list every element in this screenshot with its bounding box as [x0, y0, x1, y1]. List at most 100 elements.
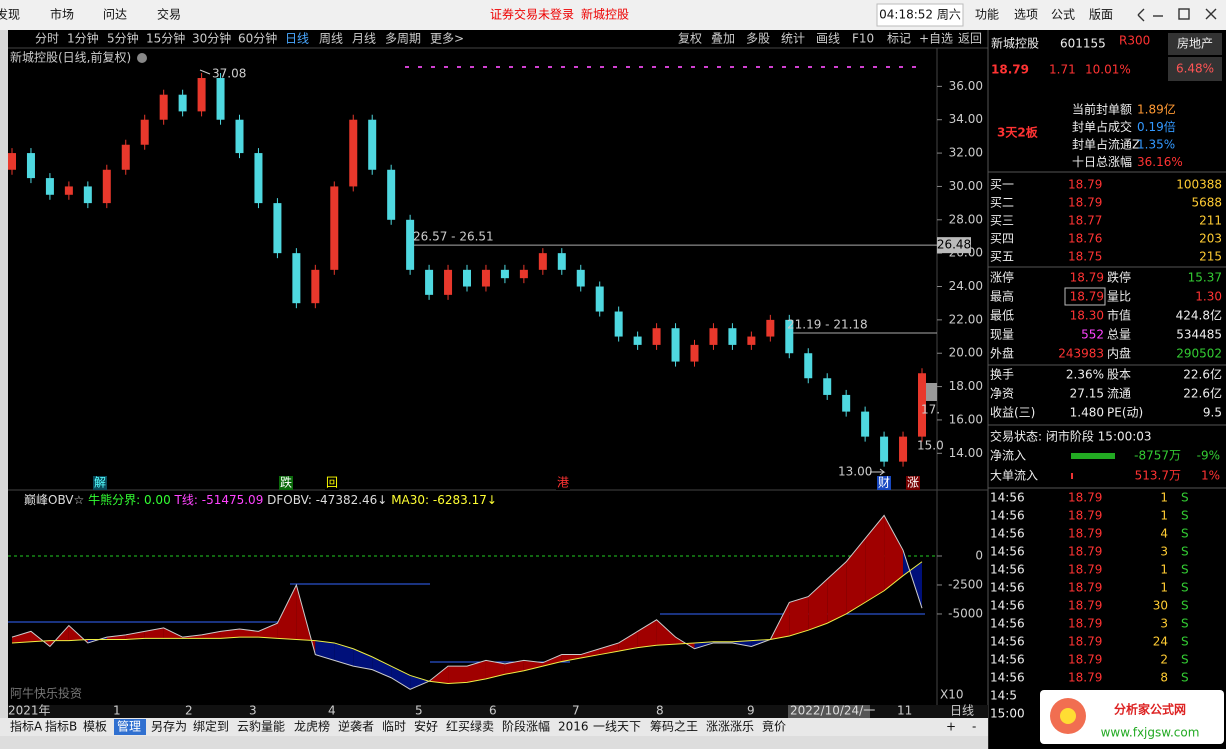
- candle: [918, 373, 926, 437]
- menu-item[interactable]: 市场: [50, 7, 74, 22]
- indicator-tab[interactable]: 龙虎榜: [294, 719, 330, 734]
- signal-dot: [522, 66, 526, 68]
- signal-dot: [743, 66, 747, 68]
- trade-volume: 24: [1153, 635, 1168, 649]
- period-tab[interactable]: 分时: [35, 32, 59, 46]
- menu-item[interactable]: 公式: [1051, 8, 1075, 22]
- indicator-tab[interactable]: 指标B: [45, 719, 77, 734]
- high-box: [1064, 287, 1106, 306]
- tool-button[interactable]: 画线: [816, 32, 840, 46]
- indicator-tab[interactable]: 竟价: [762, 720, 786, 734]
- menu-item[interactable]: 功能: [975, 8, 999, 22]
- period-tab[interactable]: 60分钟: [238, 31, 277, 46]
- x-tick-label: 6: [489, 704, 497, 718]
- signal-dot: [548, 66, 552, 68]
- menu-bar: [0, 0, 1226, 30]
- indicator-tab[interactable]: 指标A: [10, 719, 43, 734]
- sector-box[interactable]: [1168, 33, 1222, 55]
- period-tab[interactable]: 15分钟: [146, 31, 185, 46]
- indicator-tab[interactable]: 临时: [382, 720, 406, 734]
- stat-label: 流通: [1107, 387, 1131, 401]
- period-tab[interactable]: 1分钟: [67, 31, 99, 46]
- indicator-tab[interactable]: 红买绿卖: [446, 719, 494, 734]
- stat-label: 换手: [990, 368, 1014, 382]
- obv-fill: [372, 656, 392, 678]
- indicator-tab[interactable]: 管理: [117, 719, 141, 734]
- tool-button[interactable]: +自选: [919, 32, 953, 46]
- trade-price: 18.79: [1068, 509, 1102, 523]
- indicator-tab[interactable]: 另存为: [151, 720, 187, 734]
- period-tab[interactable]: 更多>: [430, 32, 464, 46]
- obv-fill: [618, 631, 638, 652]
- tool-button[interactable]: F10: [852, 32, 874, 46]
- indicator-tab[interactable]: 绑定到: [193, 719, 229, 734]
- y-tick-label: 0: [975, 548, 983, 562]
- tool-button[interactable]: 标记: [887, 32, 911, 46]
- window-controls: [1137, 8, 1217, 22]
- candle: [576, 269, 585, 287]
- indicator-tab[interactable]: 2016: [558, 720, 589, 734]
- period-tab[interactable]: 5分钟: [107, 31, 139, 46]
- indicator-tab[interactable]: 云豹量能: [237, 719, 285, 734]
- tool-button[interactable]: 复权: [678, 32, 702, 46]
- tool-button[interactable]: 多股: [746, 32, 770, 46]
- back-button[interactable]: [1137, 8, 1145, 22]
- login-notice: 证券交易未登录: [490, 7, 574, 22]
- menu-item[interactable]: 交易: [157, 7, 181, 22]
- y-tick-label: 34.00: [949, 112, 983, 126]
- signal-dot: [626, 66, 630, 68]
- indicator-tab[interactable]: 一线天下: [593, 720, 641, 734]
- signal-dot: [652, 66, 656, 68]
- settings-icon[interactable]: [137, 53, 147, 63]
- candle: [463, 269, 471, 287]
- menu-item[interactable]: 版面: [1089, 8, 1113, 22]
- tool-button[interactable]: 统计: [781, 32, 805, 46]
- book-label: 买四: [990, 232, 1014, 246]
- obv-fill: [258, 623, 278, 639]
- trade-price: 18.79: [1068, 545, 1102, 559]
- candle: [614, 311, 623, 337]
- period-tab[interactable]: 月线: [352, 32, 376, 46]
- indicator-tab[interactable]: 筹码之王: [650, 720, 698, 734]
- signal-dot: [483, 66, 487, 68]
- close-button[interactable]: [1205, 8, 1217, 20]
- obv-legend: 巅峰OBV☆ 牛熊分界: 0.00 T线: -51475.09 DFOBV: -…: [24, 492, 497, 507]
- signal-marker-bg: [877, 476, 891, 490]
- period-tab[interactable]: 日线: [285, 32, 309, 46]
- signal-dot: [912, 66, 916, 68]
- stat-value: 27.15: [1070, 387, 1104, 401]
- book-label: 买三: [990, 214, 1014, 228]
- seal-label: 当前封单额: [1072, 102, 1132, 117]
- indicator-tab[interactable]: 安好: [414, 719, 438, 734]
- trade-status: 交易状态: 闭市阶段 15:00:03: [990, 429, 1152, 444]
- signal-dot: [769, 66, 773, 68]
- candle: [387, 169, 396, 220]
- y-tick-label: 20.00: [949, 346, 983, 360]
- trade-side: S: [1181, 581, 1189, 595]
- menu-item[interactable]: 问达: [103, 8, 127, 22]
- indicator-tab[interactable]: 模板: [83, 720, 107, 734]
- period-tab[interactable]: 周线: [319, 32, 343, 46]
- tool-button[interactable]: 返回: [958, 32, 982, 46]
- stat-label: 现量: [990, 328, 1014, 342]
- logo-bg: [1040, 690, 1224, 744]
- zoom-button[interactable]: +: [946, 720, 956, 734]
- indicator-tab[interactable]: 逆袭者: [338, 719, 374, 734]
- obv-fill: [580, 648, 600, 659]
- candle: [311, 269, 320, 304]
- seal-value: 0.19倍: [1137, 119, 1176, 134]
- maximize-button[interactable]: [1178, 8, 1190, 20]
- stat-label: 股本: [1107, 368, 1131, 382]
- signal-marker: 解: [94, 476, 106, 490]
- tool-button[interactable]: 叠加: [711, 32, 735, 46]
- book-price: 18.76: [1068, 232, 1102, 246]
- zoom-button[interactable]: -: [972, 720, 976, 734]
- period-tab[interactable]: 多周期: [385, 32, 421, 46]
- indicator-tab[interactable]: 阶段涨幅: [502, 719, 550, 734]
- legend-text: -47382.46↓: [316, 493, 388, 507]
- x-tick-label: 1: [113, 704, 121, 718]
- indicator-tab[interactable]: 涨涨涨乐: [706, 719, 754, 734]
- period-tab[interactable]: 30分钟: [192, 31, 231, 46]
- menu-item[interactable]: 选项: [1014, 8, 1038, 22]
- menu-item[interactable]: 发现: [0, 7, 20, 22]
